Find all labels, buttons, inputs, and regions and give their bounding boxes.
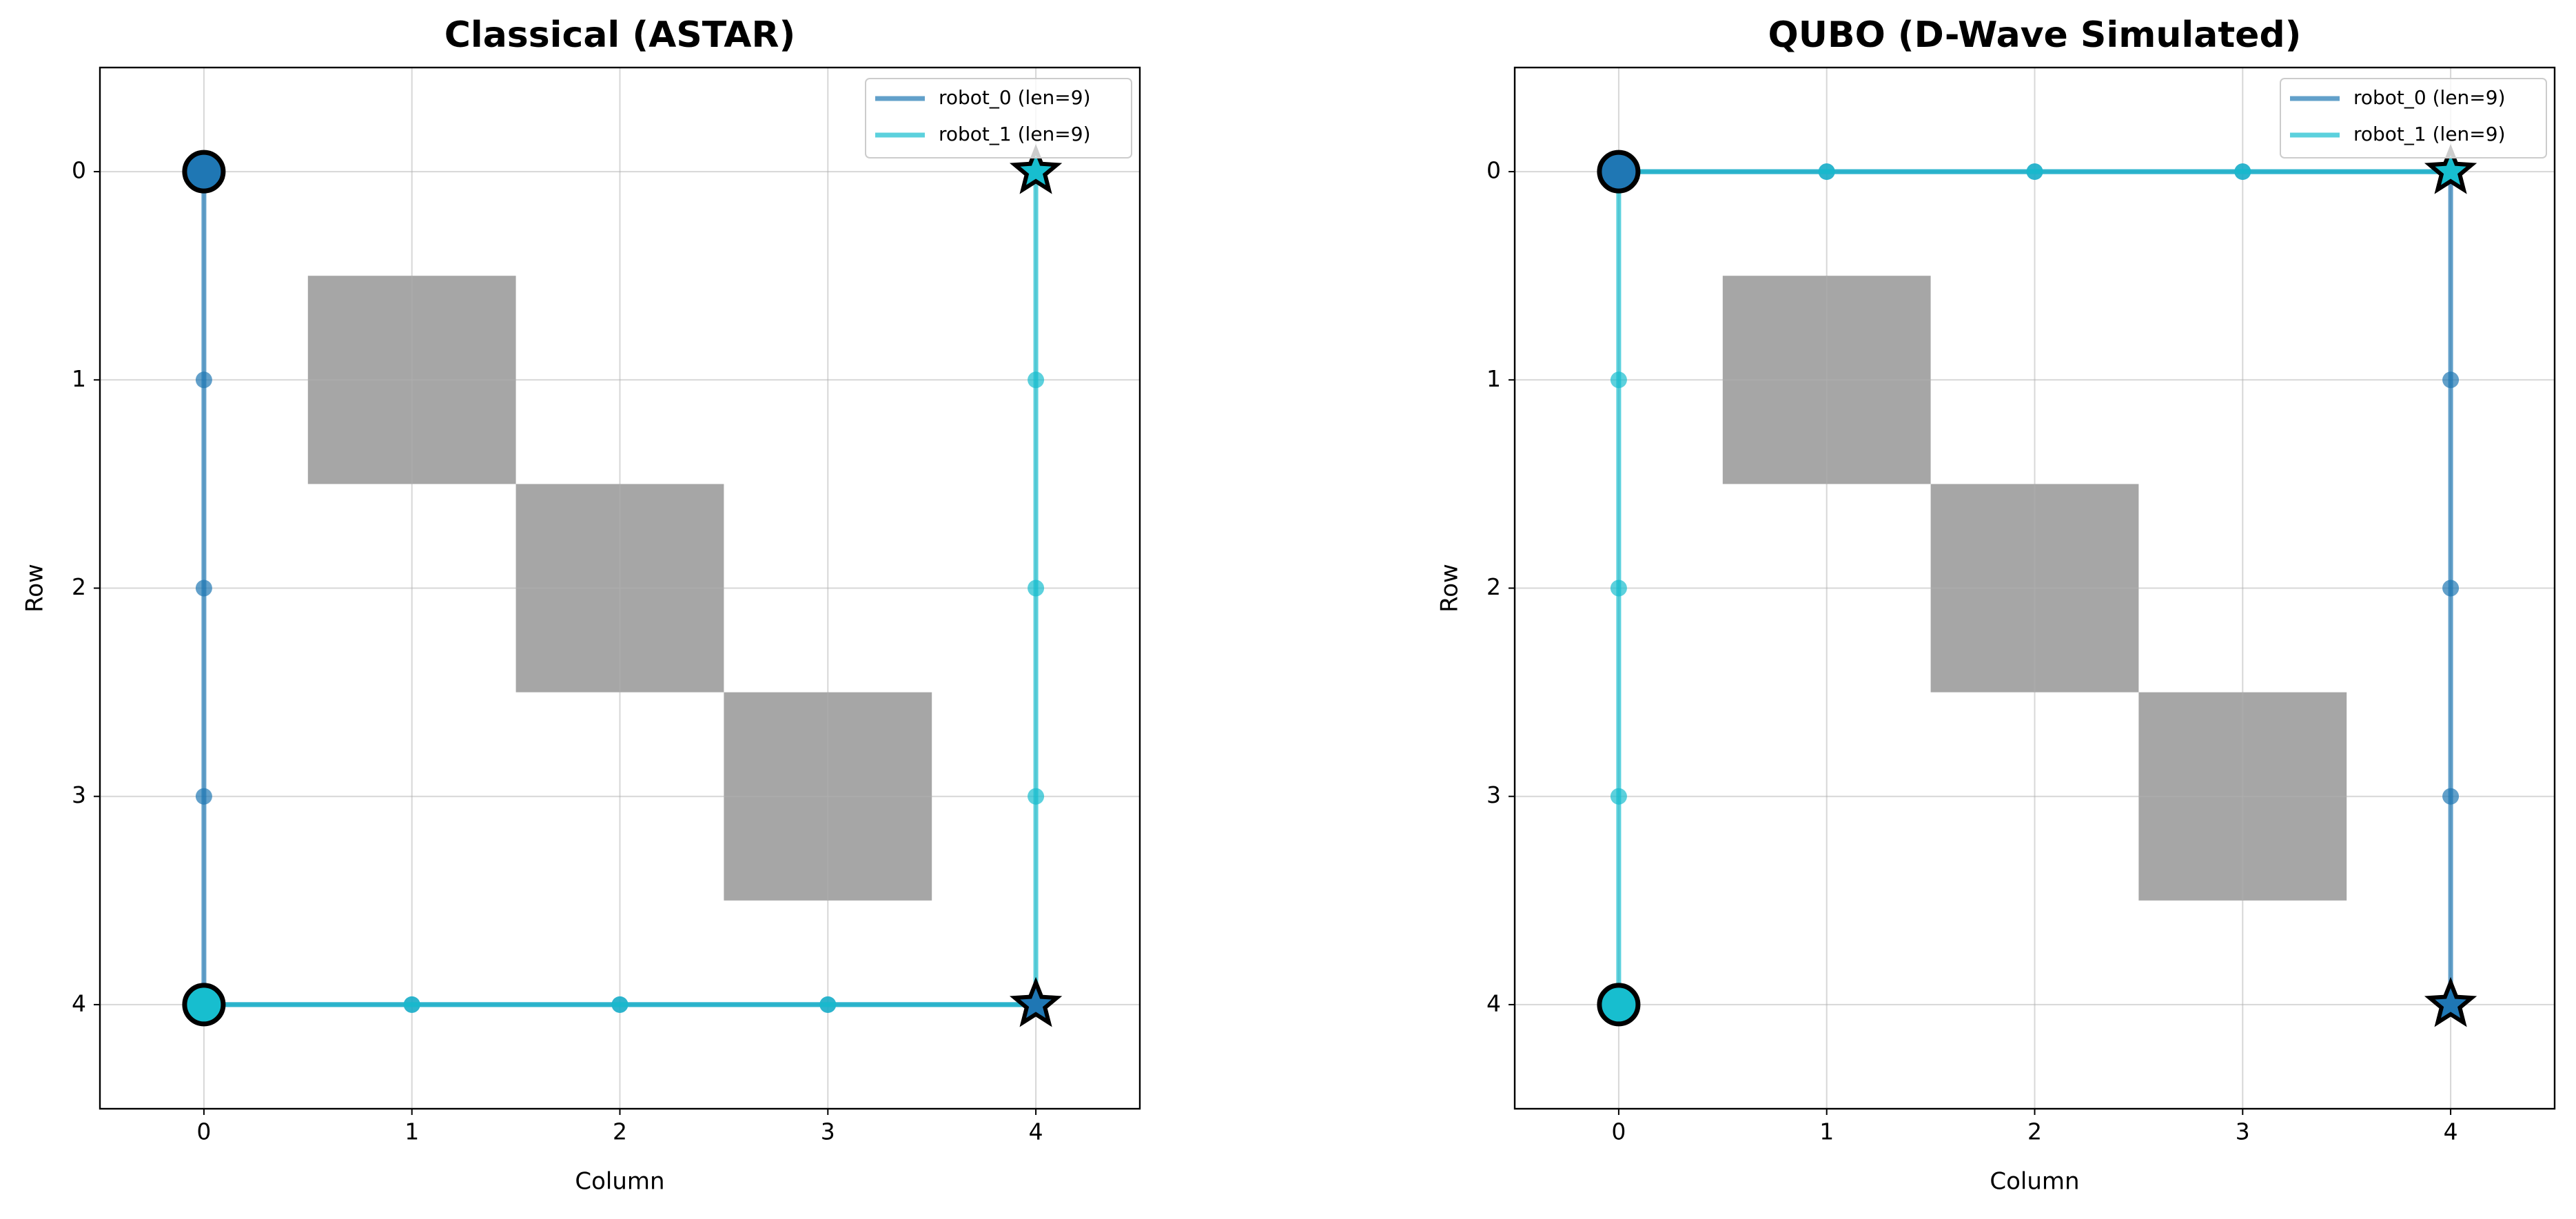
x-tick-label: 0 (1611, 1118, 1626, 1145)
waypoint (1610, 371, 1627, 389)
waypoint (1028, 580, 1045, 597)
x-axis-label: Column (1990, 1168, 2079, 1196)
waypoint (2442, 371, 2460, 389)
legend-label: robot_1 (len=9) (939, 123, 1091, 145)
waypoint (1818, 163, 1835, 181)
y-tick-label: 0 (1486, 157, 1501, 184)
chart-title: QUBO (D-Wave Simulated) (1768, 14, 2302, 56)
x-tick-label: 2 (613, 1118, 627, 1145)
x-tick-label: 2 (2027, 1118, 2042, 1145)
waypoint (1610, 788, 1627, 805)
start-marker (182, 983, 226, 1027)
waypoint (611, 996, 628, 1013)
y-tick-label: 1 (72, 365, 86, 392)
subplot: Classical (ASTAR) 0 1 2 3 4 0 1 2 3 4 Column Row robo… (21, 14, 1141, 1196)
x-tick-label: 1 (405, 1118, 419, 1145)
x-tick-label: 3 (2236, 1118, 2250, 1145)
waypoint (819, 996, 837, 1013)
y-axis-label: Row (21, 564, 49, 613)
x-tick-label: 1 (1819, 1118, 1834, 1145)
waypoint (1610, 580, 1627, 597)
goal-marker (2424, 143, 2477, 194)
legend-box (2280, 78, 2547, 158)
subplot: QUBO (D-Wave Simulated) 0 1 2 3 4 0 1 2 3 4 Column R… (1436, 14, 2556, 1196)
waypoint (2442, 580, 2460, 597)
start-marker (182, 150, 226, 194)
legend-label: robot_0 (len=9) (2353, 86, 2506, 109)
waypoint (195, 788, 212, 805)
axes-frame (1513, 66, 2556, 1110)
goal-marker (1009, 143, 1063, 194)
waypoint (2026, 163, 2043, 181)
waypoint (195, 371, 212, 389)
y-axis-label: Row (1436, 564, 1464, 613)
x-tick-label: 3 (821, 1118, 835, 1145)
x-tick-label: 4 (1029, 1118, 1043, 1145)
y-tick-label: 3 (72, 781, 86, 808)
x-axis-label: Column (575, 1168, 664, 1196)
y-tick-label: 3 (1486, 781, 1501, 808)
waypoint (2234, 163, 2251, 181)
chart-title: Classical (ASTAR) (444, 14, 796, 56)
waypoint (195, 580, 212, 597)
y-tick-label: 4 (72, 990, 86, 1016)
y-tick-label: 4 (1486, 990, 1501, 1016)
start-marker (1597, 983, 1641, 1027)
start-marker (1597, 150, 1641, 194)
y-tick-label: 2 (1486, 573, 1501, 600)
y-tick-label: 1 (1486, 365, 1501, 392)
y-tick-label: 2 (72, 573, 86, 600)
waypoint (1028, 788, 1045, 805)
legend-label: robot_0 (len=9) (939, 86, 1091, 109)
y-tick-label: 0 (72, 157, 86, 184)
waypoint (403, 996, 420, 1013)
axes-frame (99, 66, 1141, 1110)
goal-marker (2424, 976, 2477, 1027)
legend-box (865, 78, 1132, 158)
goal-marker (1009, 976, 1063, 1027)
x-tick-label: 4 (2444, 1118, 2458, 1145)
legend-label: robot_1 (len=9) (2353, 123, 2506, 145)
waypoint (1028, 371, 1045, 389)
waypoint (2442, 788, 2460, 805)
x-tick-label: 0 (196, 1118, 211, 1145)
